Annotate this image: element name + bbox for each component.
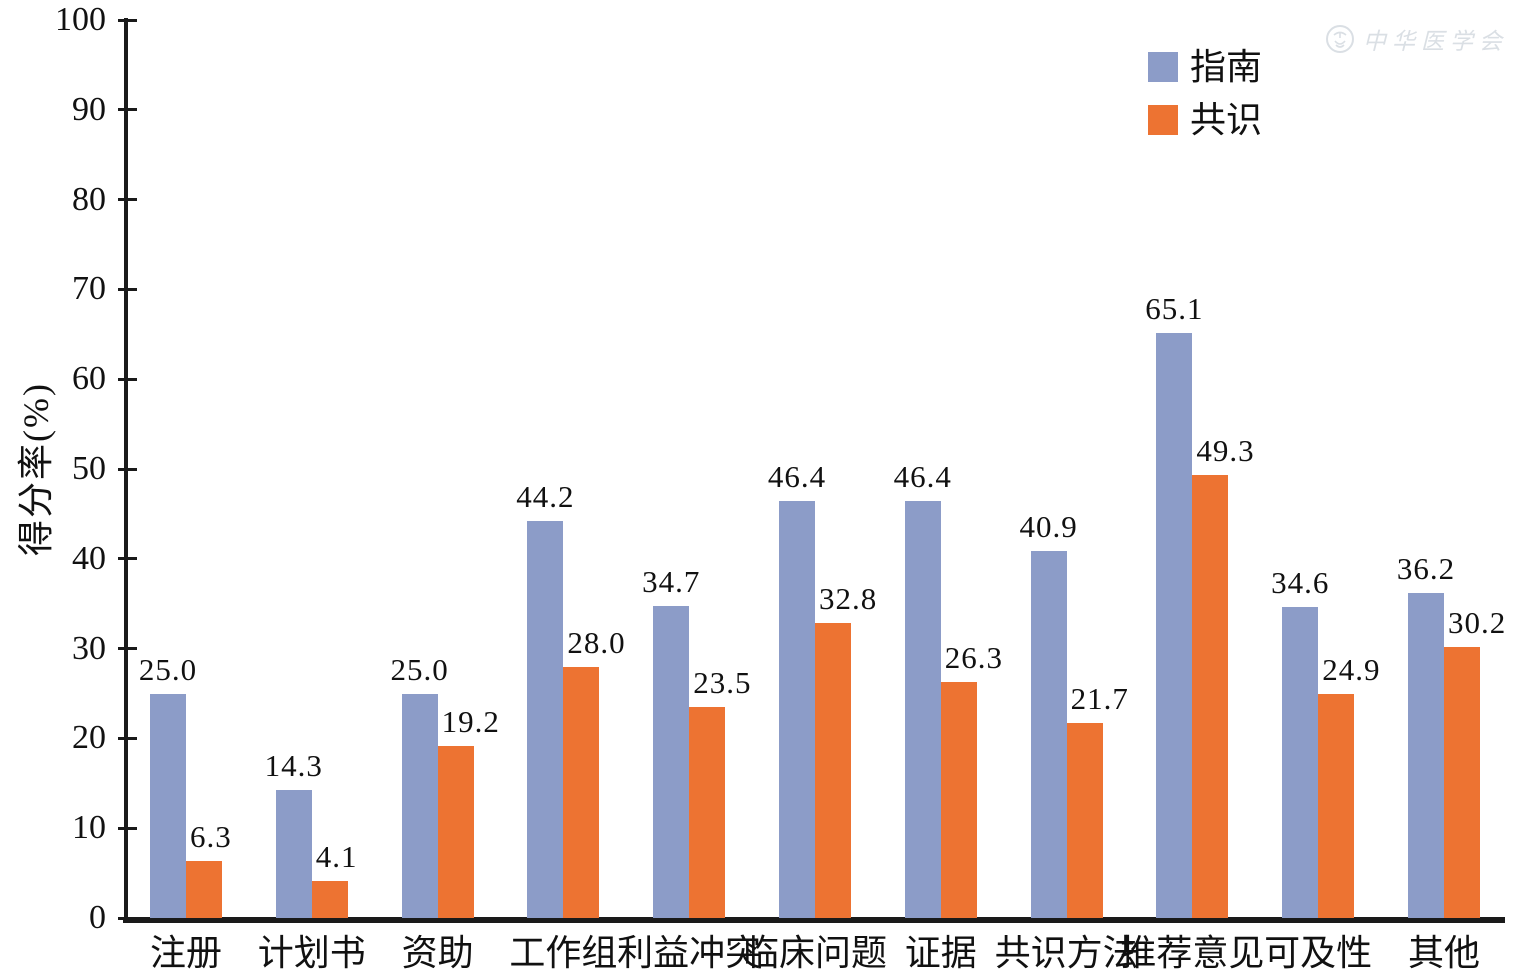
bar-consensus <box>311 881 348 918</box>
bar-value-label: 49.3 <box>1196 433 1255 469</box>
y-tick-label: 90 <box>72 90 106 128</box>
bar-value-label: 19.2 <box>441 703 500 739</box>
bar-value-label: 36.2 <box>1396 550 1456 586</box>
legend-swatch-guideline <box>1148 52 1178 82</box>
bar-value-label: 4.1 <box>315 839 358 875</box>
x-axis-line <box>123 917 1505 923</box>
y-axis-line <box>124 18 128 923</box>
bar-value-label: 6.3 <box>190 819 232 855</box>
bar-consensus <box>1444 646 1480 918</box>
bar-value-label: 32.8 <box>819 581 878 617</box>
bar-value-label: 40.9 <box>1019 508 1078 544</box>
watermark-text: 中华医学会 <box>1363 29 1508 54</box>
x-category-label: 资助 <box>401 933 474 973</box>
bar-consensus <box>437 745 474 918</box>
y-tick-label: 30 <box>72 629 106 667</box>
bar-consensus <box>1192 475 1229 918</box>
cma-emblem-icon <box>1325 24 1355 54</box>
bar-guideline <box>401 693 438 918</box>
y-axis-tick <box>118 647 137 651</box>
legend-label-consensus: 共识 <box>1190 100 1263 140</box>
bar-consensus <box>689 706 726 918</box>
bar-value-label: 34.7 <box>642 564 701 600</box>
y-tick-label: 10 <box>72 809 106 847</box>
y-axis-tick <box>118 557 137 561</box>
bar-value-label: 14.3 <box>264 747 323 783</box>
y-axis-tick <box>118 287 137 291</box>
bar-value-label: 46.4 <box>893 459 952 495</box>
bar-guideline <box>1030 550 1067 918</box>
y-axis-tick <box>118 108 137 112</box>
legend-swatch-consensus <box>1148 105 1178 135</box>
bar-guideline <box>1156 333 1193 918</box>
y-tick-label: 40 <box>72 539 106 577</box>
y-axis-tick <box>118 18 137 22</box>
bar-consensus <box>1066 723 1103 918</box>
y-axis-tick <box>118 826 137 830</box>
y-axis-tick <box>118 736 137 740</box>
y-axis-tick <box>118 377 137 381</box>
bar-value-label: 26.3 <box>944 639 1004 675</box>
bar-value-label: 46.4 <box>767 459 827 495</box>
y-axis-tick <box>118 916 137 920</box>
bar-consensus <box>186 861 222 918</box>
y-tick-label: 20 <box>72 719 106 757</box>
y-tick-label: 0 <box>89 899 106 936</box>
x-category-label: 利益冲突 <box>617 933 762 973</box>
x-category-label: 证据 <box>904 933 977 973</box>
x-category-label: 计划书 <box>257 933 366 973</box>
x-category-label: 共识方法 <box>994 933 1139 973</box>
x-category-label: 注册 <box>149 933 222 973</box>
bar-guideline <box>1282 607 1319 918</box>
bar-value-label: 23.5 <box>693 664 752 700</box>
y-axis-tick <box>118 198 137 202</box>
bar-consensus <box>563 666 600 918</box>
y-tick-label: 60 <box>72 360 106 398</box>
bar-value-label: 21.7 <box>1070 681 1129 717</box>
bar-consensus <box>815 623 851 918</box>
bar-value-label: 25.0 <box>138 651 198 687</box>
bar-value-label: 25.0 <box>390 651 449 687</box>
y-tick-label: 70 <box>72 270 106 308</box>
bar-guideline <box>527 521 564 918</box>
bar-guideline <box>150 693 186 918</box>
bar-guideline <box>653 606 690 918</box>
bar-guideline <box>275 789 312 918</box>
x-category-label: 可及性 <box>1264 933 1373 973</box>
bar-value-label: 34.6 <box>1271 565 1330 601</box>
legend-entry-guideline: 指南 <box>1148 49 1262 85</box>
y-axis-tick <box>118 467 137 471</box>
y-tick-label: 80 <box>72 180 106 218</box>
y-tick-label: 50 <box>72 450 106 487</box>
legend-label-guideline: 指南 <box>1190 47 1263 87</box>
x-category-label: 推荐意见 <box>1120 933 1265 973</box>
bar-value-label: 44.2 <box>516 479 575 515</box>
bar-consensus <box>1318 694 1355 918</box>
bar-guideline <box>779 501 815 918</box>
bar-value-label: 65.1 <box>1145 291 1204 327</box>
x-category-label: 其他 <box>1407 933 1480 973</box>
y-tick-label: 100 <box>55 1 106 38</box>
bar-consensus <box>940 681 977 918</box>
bar-value-label: 28.0 <box>567 624 626 660</box>
watermark: 中华医学会 <box>1325 22 1508 56</box>
x-category-label: 工作组 <box>509 933 618 973</box>
legend-entry-consensus: 共识 <box>1148 102 1262 138</box>
x-category-label: 临床问题 <box>742 933 887 973</box>
bar-value-label: 24.9 <box>1322 652 1381 688</box>
bar-guideline <box>904 501 941 918</box>
bar-value-label: 30.2 <box>1448 604 1507 640</box>
bar-guideline <box>1408 592 1444 918</box>
